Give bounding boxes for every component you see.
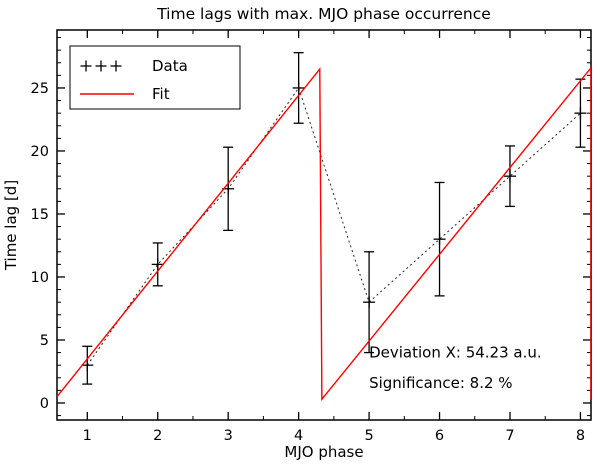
x-tick-label: 2 [153,428,162,444]
y-tick-label: 10 [31,270,49,286]
y-axis-label: Time lag [d] [2,180,20,271]
y-tick-label: 5 [40,333,49,349]
annotation-text: Significance: 8.2 % [369,374,512,392]
y-axis: 0 5 10 15 20 25 [31,81,591,412]
y-tick-label: 25 [31,81,49,97]
y-tick-label: 15 [31,207,49,223]
x-tick-label: 1 [83,428,92,444]
x-tick-label: 3 [224,428,233,444]
x-tick-label: 4 [294,428,303,444]
legend-label-fit: Fit [152,85,170,103]
x-tick-label: 6 [435,428,444,444]
legend-label-data: Data [152,57,188,75]
x-axis-label: MJO phase [284,443,363,461]
legend-box [69,45,241,110]
y-tick-label: 0 [40,396,49,412]
fit-line [57,66,591,402]
x-tick-label: 5 [364,428,373,444]
y-tick-label: 20 [31,144,49,160]
chart-title: Time lags with max. MJO phase occurrence [156,5,491,23]
x-axis: 1 2 3 4 5 6 7 8 [83,30,585,444]
x-tick-label: 7 [505,428,514,444]
legend: Data Fit [69,45,241,110]
data-dotted-line [86,86,581,366]
annotation-text: Deviation X: 54.23 a.u. [369,344,542,362]
data-series [81,52,587,385]
x-tick-label: 8 [576,428,585,444]
